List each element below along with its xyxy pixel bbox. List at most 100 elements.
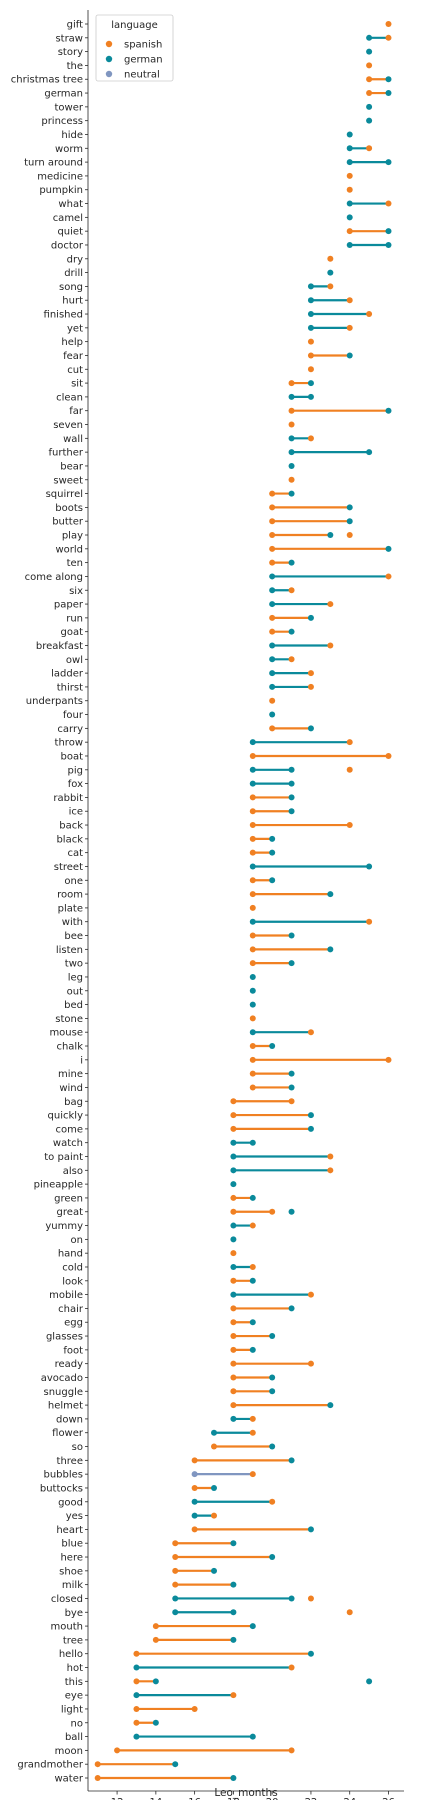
- data-point-german: [366, 863, 373, 870]
- y-tick-label: worm: [55, 144, 83, 155]
- y-tick-label: ladder: [51, 669, 84, 680]
- y-tick-label: i: [80, 1055, 83, 1066]
- y-tick-label: bee: [64, 931, 83, 942]
- data-point-german: [269, 1388, 276, 1395]
- data-point-spanish: [327, 255, 334, 262]
- y-tick-label: bear: [60, 461, 84, 472]
- data-point-german: [133, 1664, 140, 1671]
- y-tick-label: grandmother: [17, 1760, 84, 1771]
- data-point-spanish: [385, 1056, 392, 1063]
- data-point-german: [211, 1567, 218, 1574]
- data-point-german: [269, 573, 276, 580]
- row-what: what: [58, 199, 392, 210]
- y-tick-label: chair: [58, 1304, 84, 1315]
- row-straw: straw: [55, 33, 392, 44]
- row-worm: worm: [55, 144, 373, 155]
- data-point-spanish: [249, 946, 256, 953]
- legend-label-neutral: neutral: [124, 70, 160, 81]
- data-point-spanish: [385, 21, 392, 27]
- data-point-german: [269, 683, 276, 690]
- y-tick-label: cat: [67, 848, 83, 859]
- data-point-spanish: [94, 1761, 101, 1768]
- y-tick-label: egg: [64, 1318, 83, 1329]
- data-point-spanish: [288, 380, 295, 387]
- data-point-spanish: [230, 1402, 237, 1409]
- row-bed: bed: [64, 1000, 256, 1011]
- row-on: on: [71, 1235, 237, 1246]
- data-point-german: [269, 587, 276, 594]
- data-point-spanish: [269, 725, 276, 732]
- data-point-german: [269, 877, 276, 884]
- row-flower: flower: [52, 1428, 256, 1439]
- legend-marker-spanish: [105, 40, 113, 48]
- row-help: help: [61, 337, 314, 348]
- data-point-german: [133, 1692, 140, 1699]
- row-mine: mine: [58, 1069, 295, 1080]
- y-tick-label: straw: [55, 33, 83, 44]
- data-point-german: [230, 1153, 237, 1160]
- row-chair: chair: [58, 1304, 295, 1315]
- data-point-german: [366, 48, 373, 55]
- y-tick-label: butter: [52, 517, 84, 528]
- data-point-german: [346, 352, 353, 359]
- data-point-spanish: [191, 1457, 198, 1464]
- y-tick-label: doctor: [51, 240, 84, 251]
- data-point-spanish: [152, 1623, 159, 1630]
- data-point-german: [269, 670, 276, 677]
- row-clean: clean: [56, 392, 314, 403]
- data-point-spanish: [249, 808, 256, 815]
- data-point-german: [230, 1222, 237, 1229]
- data-point-spanish: [327, 1153, 334, 1160]
- row-goat: goat: [60, 627, 295, 638]
- row-stone: stone: [55, 1014, 256, 1025]
- y-tick-label: wind: [59, 1083, 83, 1094]
- y-tick-label: glasses: [46, 1332, 83, 1343]
- data-point-spanish: [114, 1747, 121, 1754]
- y-tick-label: yet: [67, 323, 83, 334]
- data-point-spanish: [230, 1277, 237, 1284]
- data-point-german: [172, 1609, 179, 1616]
- data-point-spanish: [307, 1029, 314, 1036]
- legend: language spanish german neutral: [95, 14, 174, 82]
- data-point-spanish: [249, 1056, 256, 1063]
- y-tick-label: owl: [66, 655, 83, 666]
- row-room: room: [57, 890, 334, 901]
- y-tick-label: wall: [63, 434, 83, 445]
- data-point-german: [249, 1346, 256, 1353]
- data-point-german: [211, 1429, 218, 1436]
- data-point-spanish: [366, 90, 373, 97]
- row-blue: blue: [61, 1539, 237, 1550]
- row-milk: milk: [62, 1580, 237, 1591]
- row-ball: ball: [65, 1732, 256, 1743]
- row-no: no: [71, 1718, 159, 1729]
- row-avocado: avocado: [41, 1373, 276, 1384]
- y-tick-label: milk: [62, 1580, 83, 1591]
- row-down: down: [56, 1414, 256, 1425]
- data-point-german: [269, 1374, 276, 1381]
- data-point-german: [385, 407, 392, 414]
- row-wind: wind: [59, 1083, 295, 1094]
- data-point-spanish: [211, 1443, 218, 1450]
- data-point-german: [346, 504, 353, 511]
- data-point-german: [249, 1623, 256, 1630]
- row-helmet: helmet: [48, 1401, 334, 1412]
- data-point-spanish: [152, 1636, 159, 1643]
- data-point-german: [230, 1167, 237, 1174]
- data-point-spanish: [249, 932, 256, 939]
- row-look: look: [62, 1276, 256, 1287]
- data-point-spanish: [230, 1388, 237, 1395]
- data-point-spanish: [269, 628, 276, 635]
- data-point-spanish: [307, 352, 314, 359]
- data-point-spanish: [172, 1567, 179, 1574]
- row-cut: cut: [67, 365, 314, 376]
- data-point-spanish: [133, 1678, 140, 1685]
- row-ice: ice: [69, 807, 295, 818]
- y-tick-label: hot: [67, 1663, 83, 1674]
- data-point-german: [269, 849, 276, 856]
- data-point-german: [288, 1595, 295, 1602]
- row-listen: listen: [56, 945, 334, 956]
- y-tick-label: also: [63, 1166, 83, 1177]
- data-point-german: [249, 1194, 256, 1201]
- data-point-german: [288, 794, 295, 801]
